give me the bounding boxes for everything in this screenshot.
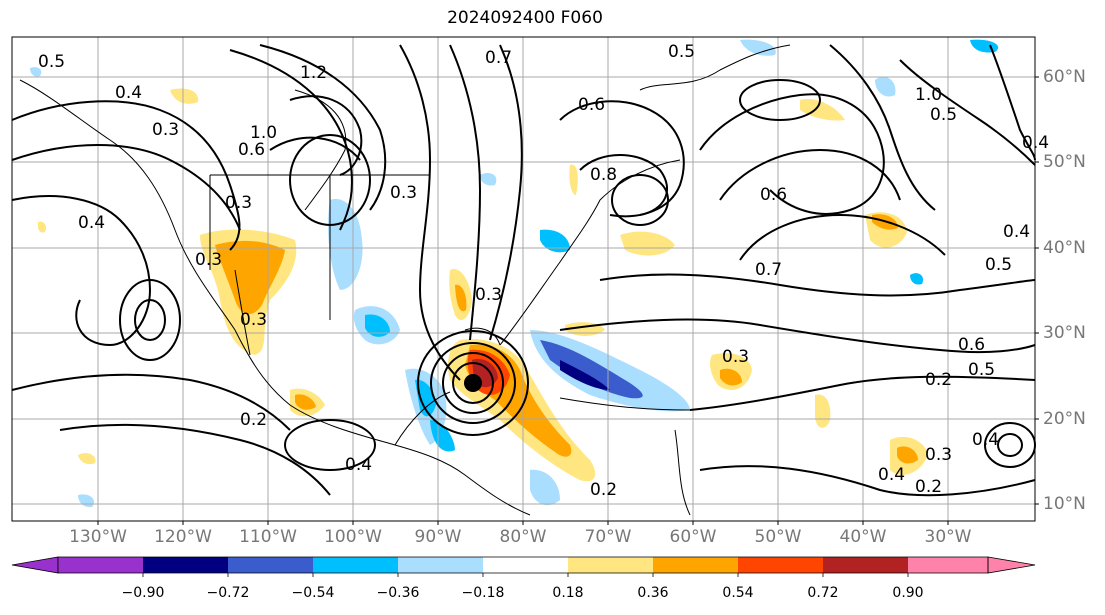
- contour-label: 0.6: [958, 335, 985, 355]
- contour-label: 0.3: [925, 445, 952, 465]
- contour-label: 0.7: [755, 260, 782, 280]
- contour-label: 0.4: [345, 455, 372, 475]
- colorbar-tick-label: −0.18: [461, 585, 505, 601]
- contour-label: 0.3: [225, 193, 252, 213]
- lat-label: 10°N: [1043, 494, 1086, 514]
- colorbar-segment: [58, 557, 143, 573]
- lon-label: 30°W: [924, 527, 972, 547]
- colorbar-segment: [908, 557, 988, 573]
- colorbar-segment: [11, 556, 59, 574]
- colorbar-tick-label: 0.18: [552, 585, 584, 601]
- contour-label: 0.4: [878, 465, 905, 485]
- contour-label: 0.2: [925, 370, 952, 390]
- tick-marks: [97, 76, 1039, 525]
- contour-label: 0.3: [240, 310, 267, 330]
- colorbar-tick-label: 0.36: [637, 585, 669, 601]
- lon-label: 80°W: [499, 527, 547, 547]
- contour-label: 1.0: [250, 123, 277, 143]
- map-title: 2024092400 F060: [447, 8, 603, 28]
- contour-label: 0.2: [915, 477, 942, 497]
- colorbar-tick-label: −0.90: [121, 585, 165, 601]
- lon-label: 90°W: [414, 527, 462, 547]
- colorbar-tick-label: 0.72: [807, 585, 839, 601]
- colorbar-tick-label: 0.54: [722, 585, 754, 601]
- contours: [11, 44, 1036, 497]
- lon-label: 50°W: [754, 527, 802, 547]
- colorbar-segment: [228, 557, 313, 573]
- lon-label: 70°W: [584, 527, 632, 547]
- contour-label: 0.2: [590, 480, 617, 500]
- colorbar-segment: [398, 557, 483, 573]
- colorbar-tick-label: −0.54: [291, 585, 335, 601]
- lat-label: 60°N: [1043, 67, 1086, 87]
- contour-label: 0.4: [115, 83, 142, 103]
- colorbar-segment: [987, 556, 1036, 574]
- contour-label: 0.5: [968, 360, 995, 380]
- contour-label: 0.4: [78, 213, 105, 233]
- colorbar-segment: [653, 557, 738, 573]
- contour-label: 0.2: [240, 410, 267, 430]
- colorbar-segment: [568, 557, 653, 573]
- lon-label: 100°W: [324, 527, 382, 547]
- contour-label: 1.2: [300, 63, 327, 83]
- contour-label: 0.6: [578, 95, 605, 115]
- contour-label: 0.5: [668, 42, 695, 62]
- contour-label: 0.3: [152, 120, 179, 140]
- colorbar-segment: [738, 557, 823, 573]
- contour-label: 0.5: [930, 105, 957, 125]
- lat-label: 50°N: [1043, 152, 1086, 172]
- contour-label: 0.4: [1022, 133, 1049, 153]
- lon-label: 120°W: [154, 527, 212, 547]
- contour-label: 0.5: [985, 255, 1012, 275]
- anomaly-shading: [30, 39, 999, 508]
- colorbar-segment: [483, 557, 568, 573]
- contour-label: 0.6: [760, 185, 787, 205]
- contour-label: 0.4: [1003, 222, 1030, 242]
- contour-label: 0.4: [972, 430, 999, 450]
- colorbar-segment: [823, 557, 908, 573]
- contour-label: 0.8: [590, 165, 617, 185]
- lon-label: 60°W: [669, 527, 717, 547]
- colorbar-tick-label: −0.36: [376, 585, 420, 601]
- contour-labels: 0.5 0.4 1.2 0.7 0.5 0.6 0.5 0.3 1.0 0.6 …: [38, 42, 1049, 500]
- colorbar-tick-label: 0.90: [892, 585, 924, 601]
- contour-label: 0.7: [485, 48, 512, 68]
- colorbar-segment: [313, 557, 398, 573]
- contour-label: 0.3: [390, 183, 417, 203]
- lat-label: 40°N: [1043, 238, 1086, 258]
- colorbar-segment: [143, 557, 228, 573]
- colorbar-tick-label: −0.72: [206, 585, 250, 601]
- contour-label: 0.3: [475, 285, 502, 305]
- lon-label: 110°W: [239, 527, 297, 547]
- contour-label: 0.6: [238, 140, 265, 160]
- contour-label: 0.3: [195, 250, 222, 270]
- lon-label: 130°W: [69, 527, 127, 547]
- lat-label: 30°N: [1043, 323, 1086, 343]
- lon-label: 40°W: [839, 527, 887, 547]
- contour-label: 1.0: [915, 85, 942, 105]
- colorbar: [11, 556, 1036, 577]
- lat-label: 20°N: [1043, 409, 1086, 429]
- contour-label: 0.3: [722, 347, 749, 367]
- contour-label: 0.5: [38, 52, 65, 72]
